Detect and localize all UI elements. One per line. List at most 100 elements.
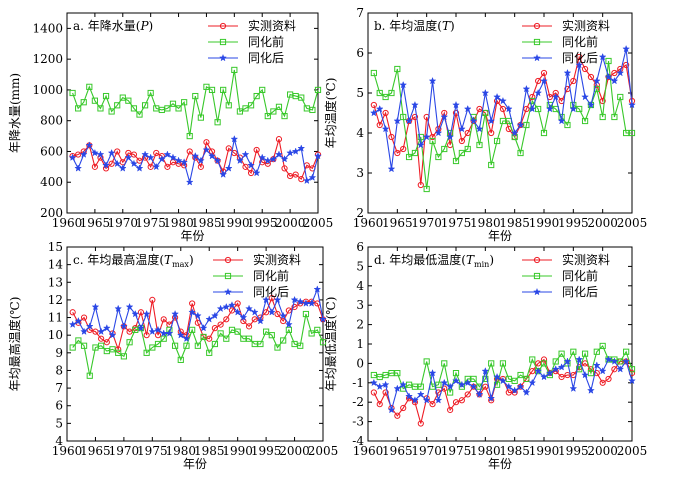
- data-point: [429, 137, 436, 145]
- data-point: [382, 109, 389, 117]
- data-point: [319, 315, 327, 323]
- data-point: [441, 385, 448, 392]
- x-tick-label: 1975: [441, 216, 472, 230]
- panel-title-suffix: ): [149, 19, 154, 33]
- data-point: [233, 308, 242, 316]
- plot-frame: [66, 12, 319, 214]
- data-point: [210, 311, 219, 320]
- data-point: [370, 69, 377, 77]
- data-point: [570, 77, 577, 85]
- data-point: [417, 383, 424, 390]
- data-point: [394, 370, 401, 377]
- data-point: [85, 322, 94, 330]
- data-point: [242, 163, 249, 170]
- data-point: [268, 332, 275, 339]
- legend-label: 同化前: [248, 34, 284, 49]
- data-point: [610, 76, 619, 85]
- x-tick-label: 1960: [52, 216, 83, 230]
- legend-label: 实测资料: [248, 18, 296, 33]
- data-point: [476, 105, 483, 113]
- legend-marker: [219, 53, 227, 62]
- x-tick-label: 1970: [411, 216, 442, 230]
- panel-title-symbol: T: [466, 253, 475, 267]
- data-point: [593, 85, 600, 93]
- y-tick-label: 1000: [32, 83, 63, 97]
- data-point: [587, 386, 595, 394]
- data-point: [529, 368, 536, 375]
- data-point: [446, 132, 455, 141]
- data-point: [517, 149, 524, 157]
- data-point: [435, 153, 442, 161]
- data-point: [314, 326, 321, 333]
- data-point: [79, 150, 88, 158]
- data-point: [149, 344, 156, 351]
- data-point: [80, 99, 87, 106]
- data-point: [130, 151, 138, 158]
- data-point: [540, 356, 548, 363]
- data-point: [171, 309, 180, 318]
- data-point: [269, 155, 278, 163]
- y-tick-label: 4: [55, 434, 63, 448]
- data-point: [405, 116, 413, 125]
- y-tick-label: 5: [356, 86, 364, 100]
- x-tick-label: 1990: [222, 444, 253, 458]
- x-tick-label: 1965: [382, 216, 413, 230]
- data-point: [280, 337, 287, 344]
- data-point: [394, 149, 401, 157]
- data-point: [528, 104, 537, 113]
- data-point: [440, 112, 449, 121]
- data-point: [416, 390, 425, 398]
- data-point: [169, 100, 177, 107]
- data-point: [540, 129, 548, 137]
- y-tick-label: 12: [48, 293, 63, 307]
- data-point: [280, 155, 289, 163]
- data-point: [576, 53, 583, 61]
- data-point: [440, 378, 449, 387]
- data-point: [599, 379, 606, 386]
- data-point: [411, 396, 419, 404]
- data-point: [452, 370, 460, 377]
- x-tick-label: 1990: [529, 216, 560, 230]
- data-point: [180, 158, 189, 166]
- data-point: [286, 148, 295, 157]
- data-point: [108, 331, 117, 339]
- data-point: [628, 129, 636, 137]
- data-point: [182, 334, 191, 343]
- data-point: [224, 164, 233, 172]
- y-tick-label: -2: [352, 395, 364, 409]
- legend-label: 同化后: [562, 285, 598, 299]
- x-tick-label: 1970: [411, 444, 442, 458]
- data-point: [382, 389, 389, 396]
- series-3: [369, 44, 636, 173]
- data-point: [108, 160, 115, 167]
- data-point: [545, 104, 554, 113]
- data-point: [109, 346, 116, 353]
- data-point: [522, 84, 531, 93]
- data-point: [245, 335, 253, 342]
- data-point: [98, 335, 105, 342]
- y-tick-label: 5: [55, 416, 63, 430]
- data-point: [400, 113, 407, 121]
- data-point: [275, 150, 283, 158]
- data-point: [211, 340, 219, 348]
- data-point: [481, 367, 490, 375]
- data-point: [297, 144, 306, 152]
- data-point: [400, 404, 407, 412]
- data-point: [487, 116, 496, 125]
- x-tick-label: 1965: [382, 444, 413, 458]
- data-point: [157, 155, 166, 163]
- data-point: [563, 68, 572, 77]
- panel-title-text: b. 年均温度(: [374, 18, 442, 33]
- x-tick-label: 1995: [558, 216, 589, 230]
- data-point: [75, 105, 82, 112]
- x-tick-label: 2000: [275, 216, 306, 230]
- data-point: [388, 89, 395, 97]
- panel-title-suffix: ): [189, 253, 194, 267]
- panel-title-subscript: min: [474, 260, 489, 269]
- data-point: [446, 382, 455, 391]
- x-tick-label: 2000: [279, 444, 310, 458]
- x-tick-label: 2005: [617, 216, 648, 230]
